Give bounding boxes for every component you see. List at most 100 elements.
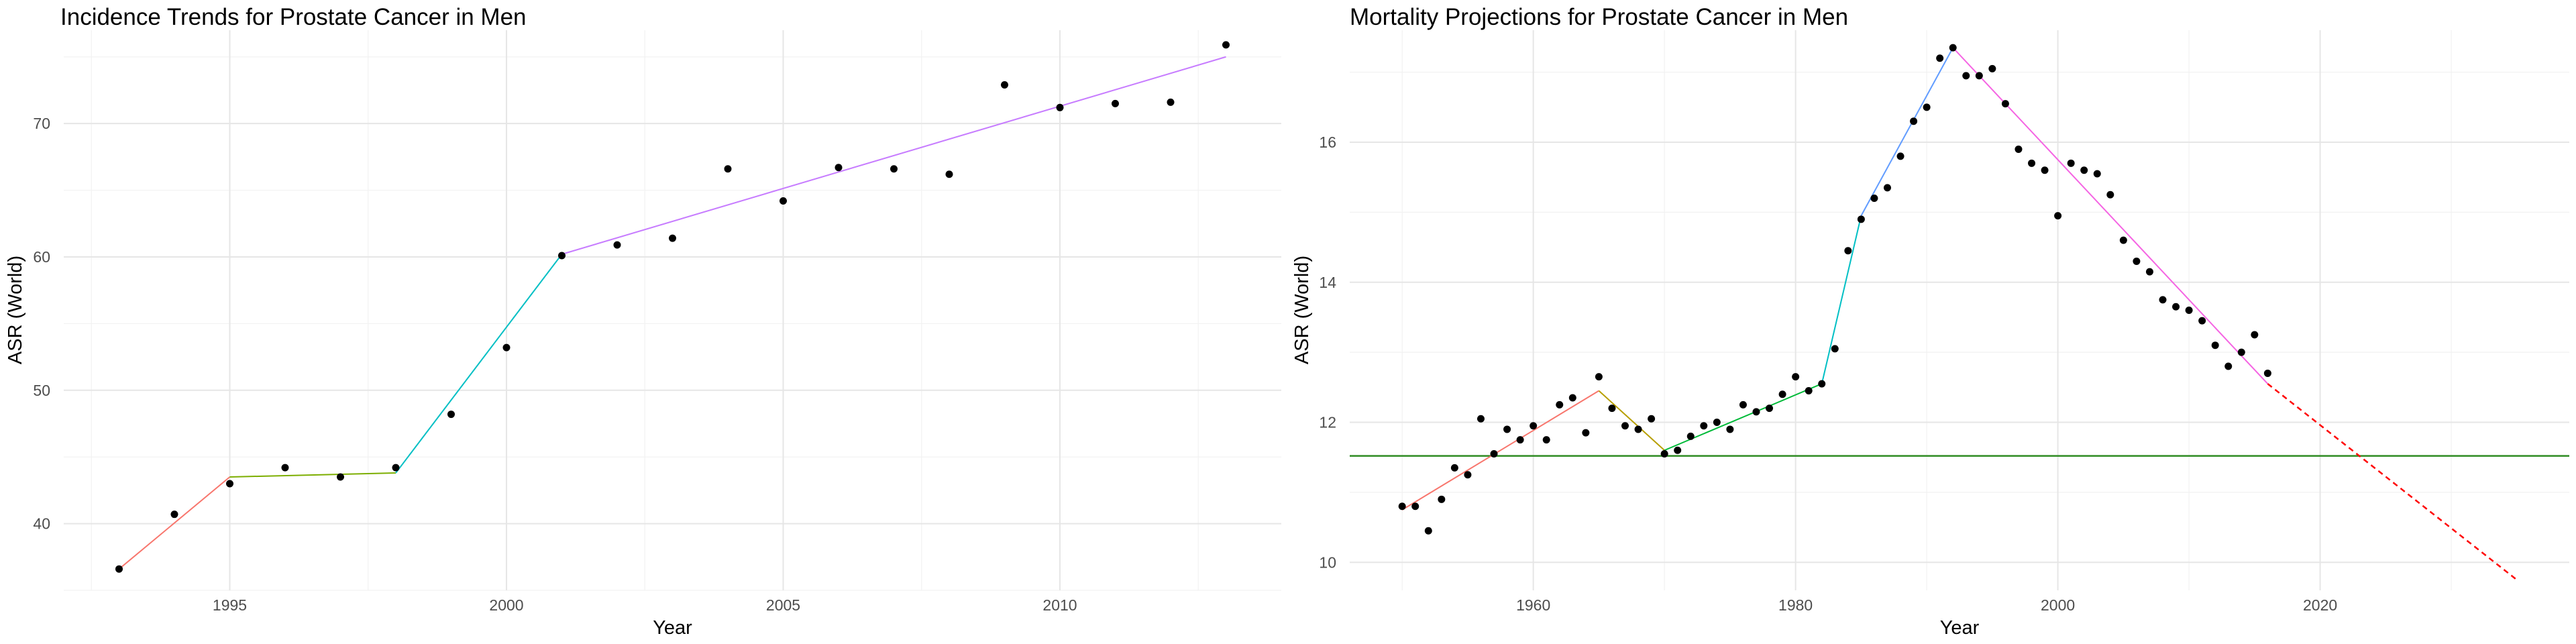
data-point <box>1556 400 1564 409</box>
data-point <box>1424 527 1432 535</box>
data-point <box>1700 422 1708 430</box>
data-point <box>1910 117 1918 125</box>
data-point <box>2093 170 2101 178</box>
data-point <box>1621 422 1629 430</box>
mortality-chart-panel: Mortality Projections for Prostate Cance… <box>1288 0 2576 644</box>
data-point <box>1660 449 1668 458</box>
y-tick-label: 16 <box>1319 133 1336 151</box>
data-point <box>2211 341 2219 350</box>
data-point <box>1831 345 1839 353</box>
y-tick-label: 70 <box>33 115 50 132</box>
data-point <box>1450 464 1458 472</box>
data-point <box>1752 408 1760 416</box>
data-point <box>1490 449 1498 458</box>
data-point <box>1438 495 1446 503</box>
data-point <box>2015 145 2023 153</box>
data-point <box>2133 257 2141 265</box>
trend-segment <box>561 56 1226 255</box>
data-point <box>1167 98 1175 106</box>
data-point <box>2067 159 2075 167</box>
data-point <box>890 165 898 173</box>
data-point <box>2237 348 2245 356</box>
data-point <box>1726 425 1734 433</box>
data-point <box>835 164 843 172</box>
x-tick-label: 2000 <box>489 596 523 614</box>
y-axis-title: ASR (World) <box>5 256 26 364</box>
data-point <box>2145 268 2153 276</box>
x-axis-title: Year <box>653 617 692 639</box>
y-tick-label: 40 <box>33 515 50 533</box>
data-point <box>1818 380 1826 388</box>
data-point <box>2198 317 2206 325</box>
data-point <box>1896 152 1904 160</box>
data-point <box>1648 415 1656 423</box>
y-tick-label: 10 <box>1319 553 1336 571</box>
data-point <box>1477 415 1485 423</box>
y-tick-label: 12 <box>1319 414 1336 431</box>
data-point <box>1112 99 1119 107</box>
data-point <box>2172 303 2180 311</box>
data-point <box>2224 362 2233 370</box>
data-point <box>558 252 566 260</box>
data-point <box>2106 191 2114 199</box>
data-point <box>1857 215 1865 223</box>
data-point <box>1634 425 1642 433</box>
data-point <box>1222 41 1230 49</box>
data-point <box>1805 387 1813 395</box>
data-point <box>2251 331 2259 339</box>
data-point <box>1503 425 1511 433</box>
data-point <box>1595 373 1603 381</box>
data-point <box>2159 296 2167 304</box>
trend-segment <box>1664 383 1823 451</box>
incidence-chart-panel: Incidence Trends for Prostate Cancer in … <box>5 4 1281 639</box>
data-point <box>1713 419 1721 426</box>
trend-segment <box>1860 47 1954 217</box>
data-point <box>1686 432 1695 440</box>
data-point <box>945 170 953 178</box>
x-axis-title: Year <box>1940 617 1980 639</box>
trend-segment <box>1952 47 2269 384</box>
y-tick-label: 60 <box>33 248 50 266</box>
x-tick-label: 1995 <box>213 596 247 614</box>
data-point <box>1674 446 1682 454</box>
data-point <box>1766 405 1774 413</box>
data-point <box>1608 405 1616 413</box>
data-point <box>2028 159 2036 167</box>
y-axis-title: ASR (World) <box>1291 256 1313 364</box>
data-point <box>226 480 233 488</box>
data-point <box>1975 72 1983 80</box>
data-point <box>1464 471 1472 479</box>
data-point <box>1056 103 1064 111</box>
trend-segment <box>229 472 396 478</box>
incidence-chart-svg: 1995 2000 2005 2010 40 50 60 70 Year ASR (World) <box>5 30 1281 639</box>
data-point <box>1778 390 1786 398</box>
data-point <box>1398 502 1406 511</box>
data-point <box>2119 236 2127 244</box>
trend-segment <box>118 476 231 570</box>
data-point <box>1870 195 1878 202</box>
x-tick-label: 2010 <box>1042 596 1077 614</box>
x-tick-label: 1980 <box>1778 596 1813 614</box>
data-point <box>502 343 511 352</box>
y-tick-label: 14 <box>1319 274 1336 291</box>
data-point <box>1936 54 1944 62</box>
data-point <box>1792 373 1800 381</box>
trend-segment <box>395 254 563 474</box>
data-point <box>1568 394 1576 402</box>
data-point <box>447 411 455 419</box>
y-tick-label: 50 <box>33 382 50 399</box>
x-tick-label: 2000 <box>2041 596 2075 614</box>
data-point <box>1883 184 1891 192</box>
data-point <box>115 565 123 573</box>
data-point <box>2001 100 2009 108</box>
data-point <box>1529 422 1538 430</box>
data-point <box>392 464 400 472</box>
data-point <box>170 511 178 519</box>
data-point <box>2041 166 2049 174</box>
data-point <box>1411 502 1419 511</box>
projection-line <box>2267 383 2518 581</box>
data-point <box>1844 247 1852 255</box>
data-point <box>780 197 787 205</box>
trend-segment <box>1401 390 1599 511</box>
data-point <box>724 165 732 173</box>
